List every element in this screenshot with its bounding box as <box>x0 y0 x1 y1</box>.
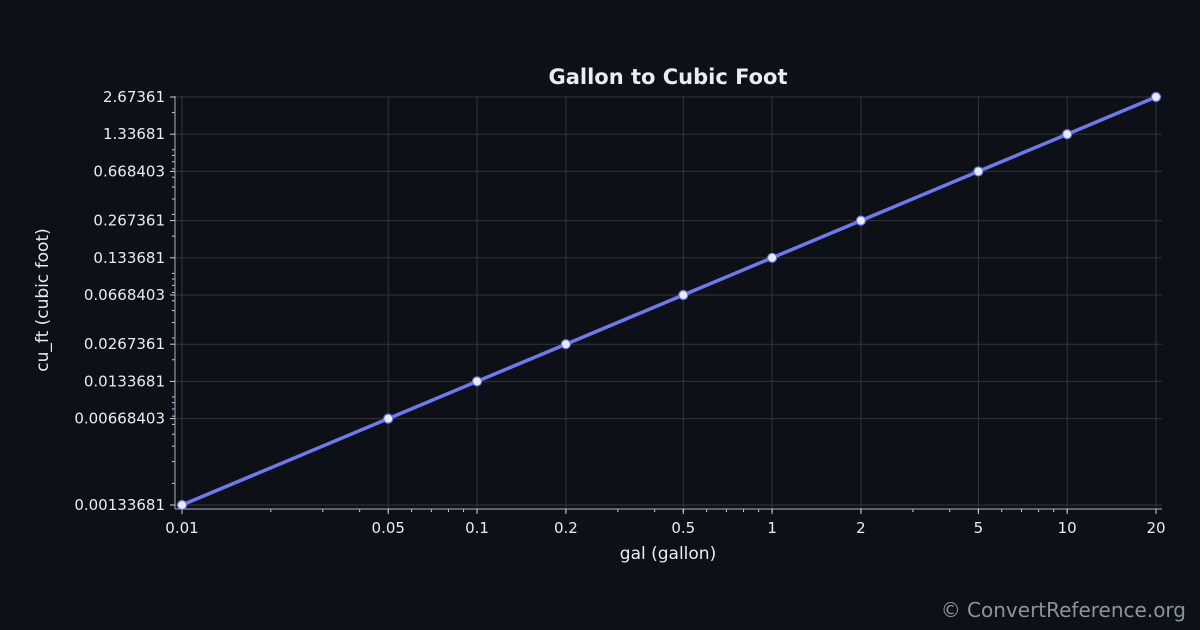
x-ticks: 0.01 0.05 0.1 0.2 0.5 1 2 5 10 20 <box>165 509 1166 537</box>
x-tick-label: 0.01 <box>165 519 198 537</box>
grid <box>175 96 1162 509</box>
series-line <box>180 95 1158 507</box>
x-tick-label: 0.05 <box>372 519 405 537</box>
data-point <box>471 376 483 387</box>
x-tick-label: 0.5 <box>671 519 695 537</box>
y-tick-label: 0.0668403 <box>84 286 165 304</box>
y-tick-label: 0.0133681 <box>84 372 165 390</box>
x-tick-label: 5 <box>974 519 984 537</box>
x-tick-label: 0.2 <box>554 519 578 537</box>
y-tick-label: 0.668403 <box>93 162 165 180</box>
y-tick-label: 0.133681 <box>93 249 165 267</box>
x-tick-label: 1 <box>767 519 777 537</box>
y-ticks: 0.00133681 0.00668403 0.0133681 0.0267361 0.… <box>74 88 175 514</box>
data-point <box>1150 91 1162 103</box>
y-axis-label: cu_ft (cubic foot) <box>33 228 53 371</box>
axes-spines <box>174 96 1162 510</box>
data-point <box>973 166 984 177</box>
x-axis-label: gal (gallon) <box>620 544 716 564</box>
data-point <box>767 252 778 263</box>
data-point <box>560 339 571 350</box>
watermark: © ConvertReference.org <box>940 598 1186 622</box>
y-tick-label: 1.33681 <box>103 125 165 143</box>
y-tick-label: 0.00133681 <box>74 496 165 514</box>
series-group <box>176 91 1162 511</box>
y-tick-label: 0.267361 <box>93 212 165 230</box>
y-tick-label: 2.67361 <box>103 88 165 106</box>
data-point <box>383 413 394 424</box>
x-tick-label: 10 <box>1058 519 1077 537</box>
x-tick-label: 0.1 <box>465 519 489 537</box>
data-point <box>855 215 867 226</box>
y-tick-label: 0.0267361 <box>84 335 165 353</box>
data-point <box>176 499 188 511</box>
y-tick-label: 0.00668403 <box>74 410 165 428</box>
data-point <box>1062 129 1073 140</box>
x-tick-label: 2 <box>856 519 866 537</box>
data-point <box>678 289 689 301</box>
chart-title: Gallon to Cubic Foot <box>548 65 787 89</box>
x-tick-label: 20 <box>1146 519 1165 537</box>
